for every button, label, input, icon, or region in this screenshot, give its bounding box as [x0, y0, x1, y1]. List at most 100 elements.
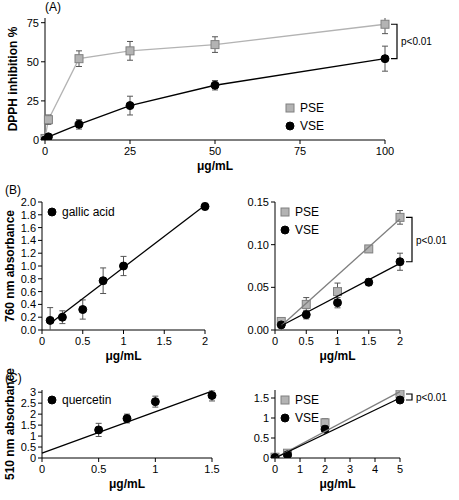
- y-tick: [38, 227, 42, 228]
- data-point: [126, 47, 134, 55]
- y-tick: [41, 22, 45, 23]
- y-axis: [42, 390, 43, 458]
- plot-area: [42, 390, 216, 453]
- x-tick: [275, 330, 276, 334]
- x-tick: [385, 140, 386, 144]
- series-line: [275, 398, 400, 458]
- y-tick-label: 0.2: [21, 311, 36, 323]
- x-tick-label: 1.5: [157, 335, 172, 347]
- x-tick: [300, 458, 301, 462]
- y-tick-label: 0.5: [254, 432, 269, 444]
- y-tick-label: 1.0: [21, 260, 36, 272]
- y-tick-label: 0: [263, 452, 269, 464]
- x-tick-label: 1: [120, 335, 126, 347]
- series-line: [42, 391, 212, 453]
- y-tick-label: 0: [30, 452, 36, 464]
- x-tick-label: 25: [124, 145, 136, 157]
- x-tick-label: 0: [272, 335, 278, 347]
- legend: quercetin: [48, 393, 111, 407]
- x-tick-label: 1: [297, 463, 303, 475]
- error-bar: [335, 298, 341, 308]
- x-tick: [212, 458, 213, 462]
- y-tick: [271, 398, 275, 399]
- chart: 01234500.511.5PSEVSEp<0.01μg/mL: [254, 390, 448, 491]
- y-tick-label: 2: [30, 408, 36, 420]
- data-point: [44, 133, 52, 140]
- x-tick-label: 1.5: [204, 463, 219, 475]
- x-axis-label: μg/mL: [319, 477, 355, 491]
- y-tick: [38, 414, 42, 415]
- legend-label: PSE: [295, 205, 319, 219]
- x-tick-label: 0.5: [91, 463, 106, 475]
- y-tick-label: 1.6: [21, 222, 36, 234]
- error-bar: [397, 253, 403, 270]
- chart: 02550751000255075PSEVSEp<0.01μg/mLDPPH i…: [6, 0, 432, 173]
- error-bar: [76, 120, 82, 129]
- legend-marker: [48, 208, 56, 216]
- legend-marker: [281, 414, 289, 422]
- data-point: [381, 20, 389, 28]
- legend-marker: [286, 122, 294, 130]
- data-point: [151, 398, 159, 406]
- y-tick: [38, 425, 42, 426]
- panel-label: (C): [5, 371, 22, 385]
- legend-label: quercetin: [62, 393, 111, 407]
- data-point: [211, 41, 219, 49]
- y-tick: [38, 304, 42, 305]
- x-tick: [164, 330, 165, 334]
- chart: 00.511.520.000.050.100.15PSEVSEp<0.01μg/…: [248, 196, 448, 363]
- y-tick-label: 2.0: [21, 196, 36, 208]
- y-tick: [271, 418, 275, 419]
- y-axis: [275, 390, 276, 458]
- y-tick-label: 1.5: [254, 392, 269, 404]
- x-tick: [350, 458, 351, 462]
- error-bar: [45, 115, 51, 124]
- annotation: p<0.01: [401, 36, 432, 47]
- x-tick: [337, 330, 338, 334]
- y-tick: [41, 100, 45, 101]
- y-tick: [271, 202, 275, 203]
- annotation: p<0.01: [416, 235, 447, 246]
- y-tick-label: 1: [263, 412, 269, 424]
- panel-label: (B): [5, 183, 21, 197]
- bracket: [391, 24, 397, 58]
- y-tick-label: 0.00: [248, 324, 269, 336]
- legend-label: VSE: [295, 223, 319, 237]
- x-tick: [42, 330, 43, 334]
- error-bar: [47, 308, 53, 330]
- y-axis-label: 760 nm absorbance: [3, 210, 17, 322]
- x-tick: [368, 330, 369, 334]
- x-tick-label: 5: [397, 463, 403, 475]
- chart: 00.511.500.511.522.53quercetinμg/mL510 n…: [3, 368, 219, 491]
- plot-area: [46, 202, 209, 330]
- x-tick-label: 0: [39, 335, 45, 347]
- y-tick-label: 0.10: [248, 239, 269, 251]
- x-tick-label: 50: [209, 145, 221, 157]
- y-tick: [38, 317, 42, 318]
- y-tick-label: 0.4: [21, 298, 36, 310]
- legend: PSE VSE: [281, 205, 319, 237]
- plot-area: [271, 390, 404, 458]
- x-tick: [82, 330, 83, 334]
- x-tick-label: 0: [42, 145, 48, 157]
- error-bar: [212, 37, 218, 53]
- y-tick: [38, 266, 42, 267]
- legend-label: PSE: [300, 101, 324, 115]
- x-tick-label: 100: [376, 145, 394, 157]
- error-bar: [80, 300, 86, 319]
- x-tick-label: 2: [397, 335, 403, 347]
- x-tick-label: 2: [322, 463, 328, 475]
- x-tick-label: 0.5: [299, 335, 314, 347]
- error-bar: [212, 81, 218, 90]
- data-point: [75, 55, 83, 63]
- legend: PSEVSE: [286, 101, 324, 133]
- y-axis-label: DPPH inhibition %: [6, 26, 20, 131]
- x-tick-label: 75: [294, 145, 306, 157]
- x-tick-label: 2: [202, 335, 208, 347]
- y-tick-label: 1.8: [21, 209, 36, 221]
- y-tick-label: 0.15: [248, 196, 269, 208]
- x-tick-label: 1.5: [361, 335, 376, 347]
- x-tick: [205, 330, 206, 334]
- x-tick-label: 1: [152, 463, 158, 475]
- y-tick-label: 1.5: [21, 419, 36, 431]
